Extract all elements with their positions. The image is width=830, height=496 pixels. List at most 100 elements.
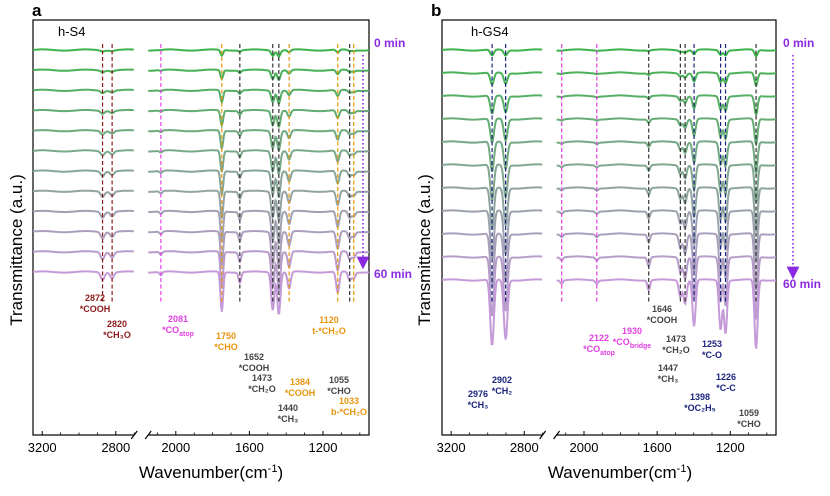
x-tick-label: 3200 [437, 440, 466, 455]
spectrum-line [148, 189, 369, 222]
species-label: *COOH [80, 304, 111, 314]
spectrum-line [33, 250, 134, 261]
x-tick-label: 2000 [161, 440, 190, 455]
x-tick-label: 1200 [309, 440, 338, 455]
spectrum-line [148, 209, 369, 245]
spectrum-line [32, 209, 134, 219]
y-axis-title-a: Transmittance (a.u.) [7, 174, 26, 325]
panel-letter: b [431, 1, 441, 20]
spectrum-line [442, 255, 543, 317]
species-label: *CH₃ [468, 400, 489, 410]
peak-label: 1059 [739, 408, 759, 418]
x-tick-label: 2800 [510, 440, 539, 455]
spectrum-line [442, 209, 543, 259]
peak-label: 1253 [702, 339, 722, 349]
spectrum-line [556, 140, 777, 177]
spectrum-line [148, 68, 369, 82]
time-end-label: 60 min [783, 277, 821, 291]
species-label: *CH₃ [278, 414, 299, 424]
spectrum-line [148, 108, 369, 129]
panel-b: 3200 2800 2000 1600 1200bh-GS42976*CH₃2902*C… [431, 1, 821, 455]
peak-label: 1384 [290, 377, 310, 387]
species-label: *CH₂ [492, 386, 513, 396]
species-label: *CH₃ [658, 374, 679, 384]
peak-label: 1033 [339, 396, 359, 406]
peak-label: 2872 [85, 293, 105, 303]
x-tick-label: 3200 [28, 440, 57, 455]
spectrum-line [556, 278, 777, 349]
spectrum-line [556, 186, 777, 232]
species-label: *COatop [583, 344, 615, 357]
species-label: *COOH [239, 363, 270, 373]
spectrum-line [556, 209, 777, 262]
x-tick-label: 2000 [570, 440, 599, 455]
spectrum-line [442, 48, 543, 57]
sample-name: h-GS4 [471, 24, 509, 39]
x-tick-label: 1600 [235, 440, 264, 455]
spectrum-line [148, 230, 370, 268]
panel-letter: a [32, 1, 42, 20]
peak-label: 2081 [168, 314, 188, 324]
species-label: *CH₂O [662, 345, 690, 355]
spectrum-line [148, 149, 370, 175]
spectrum-line [442, 278, 543, 346]
species-label: *C-C [716, 383, 736, 393]
time-end-label: 60 min [374, 267, 412, 281]
spectrum-line [442, 94, 543, 115]
peak-label: 1646 [652, 304, 672, 314]
spectrum-line [32, 88, 134, 95]
x-axis-title-a: Wavenumber(cm-1) [139, 463, 283, 482]
spectrum-line [148, 169, 370, 198]
species-label: t-*CH₂O [312, 326, 346, 336]
peak-label: 2820 [107, 319, 127, 329]
species-label: *CH₂O [248, 384, 276, 394]
spectrum-line [556, 255, 777, 320]
spectrum-line [148, 129, 370, 151]
peak-label: 1440 [278, 403, 298, 413]
species-label: *OC₂H₅ [684, 403, 716, 413]
spectrum-line [148, 88, 369, 105]
axis-break-mark [144, 430, 152, 440]
spectrum-line [32, 68, 134, 74]
spectrum-line [32, 108, 134, 115]
peak-label: 1930 [622, 326, 642, 336]
peak-label: 1652 [244, 352, 264, 362]
peak-label: 1055 [329, 375, 349, 385]
x-tick-label: 1200 [716, 440, 745, 455]
peak-label: 2902 [492, 375, 512, 385]
peak-label: 2976 [468, 389, 488, 399]
peak-label: 1750 [216, 331, 236, 341]
time-start-label: 0 min [783, 36, 814, 50]
spectrum-line [556, 117, 777, 147]
spectrum-line [33, 169, 134, 178]
spectrum-line [32, 230, 134, 240]
y-axis-title-b: Transmittance (a.u.) [415, 174, 434, 325]
species-label: *CHO [737, 419, 761, 429]
panel-a: 3200 2800 2000 1600 1200ah-S42872*COOH2820*C… [28, 1, 412, 455]
spectrum-line [556, 232, 777, 291]
peak-label: 1120 [319, 315, 339, 325]
peak-label: 2122 [589, 333, 609, 343]
species-label: *CHO [327, 386, 351, 396]
spectrum-line [556, 48, 777, 58]
spectrum-line [556, 163, 777, 203]
spectrum-line [148, 270, 370, 315]
sample-name: h-S4 [58, 24, 85, 39]
peak-label: 1473 [252, 373, 272, 383]
peak-label: 1398 [690, 392, 710, 402]
species-label: *C-O [702, 350, 722, 360]
peak-label: 1447 [658, 363, 678, 373]
species-label: *COOH [647, 315, 678, 325]
species-label: *CH₃O [103, 330, 131, 340]
x-tick-label: 2800 [101, 440, 130, 455]
axis-break-mark [553, 430, 561, 440]
time-start-label: 0 min [374, 36, 405, 50]
spectrum-line [32, 129, 134, 136]
spectrum-line [33, 270, 134, 281]
spectrum-line [32, 189, 134, 198]
spectrum-line [148, 48, 370, 58]
species-label: *CObridge [613, 337, 652, 350]
x-tick-label: 1600 [643, 440, 672, 455]
axis-break-gap [134, 431, 149, 439]
